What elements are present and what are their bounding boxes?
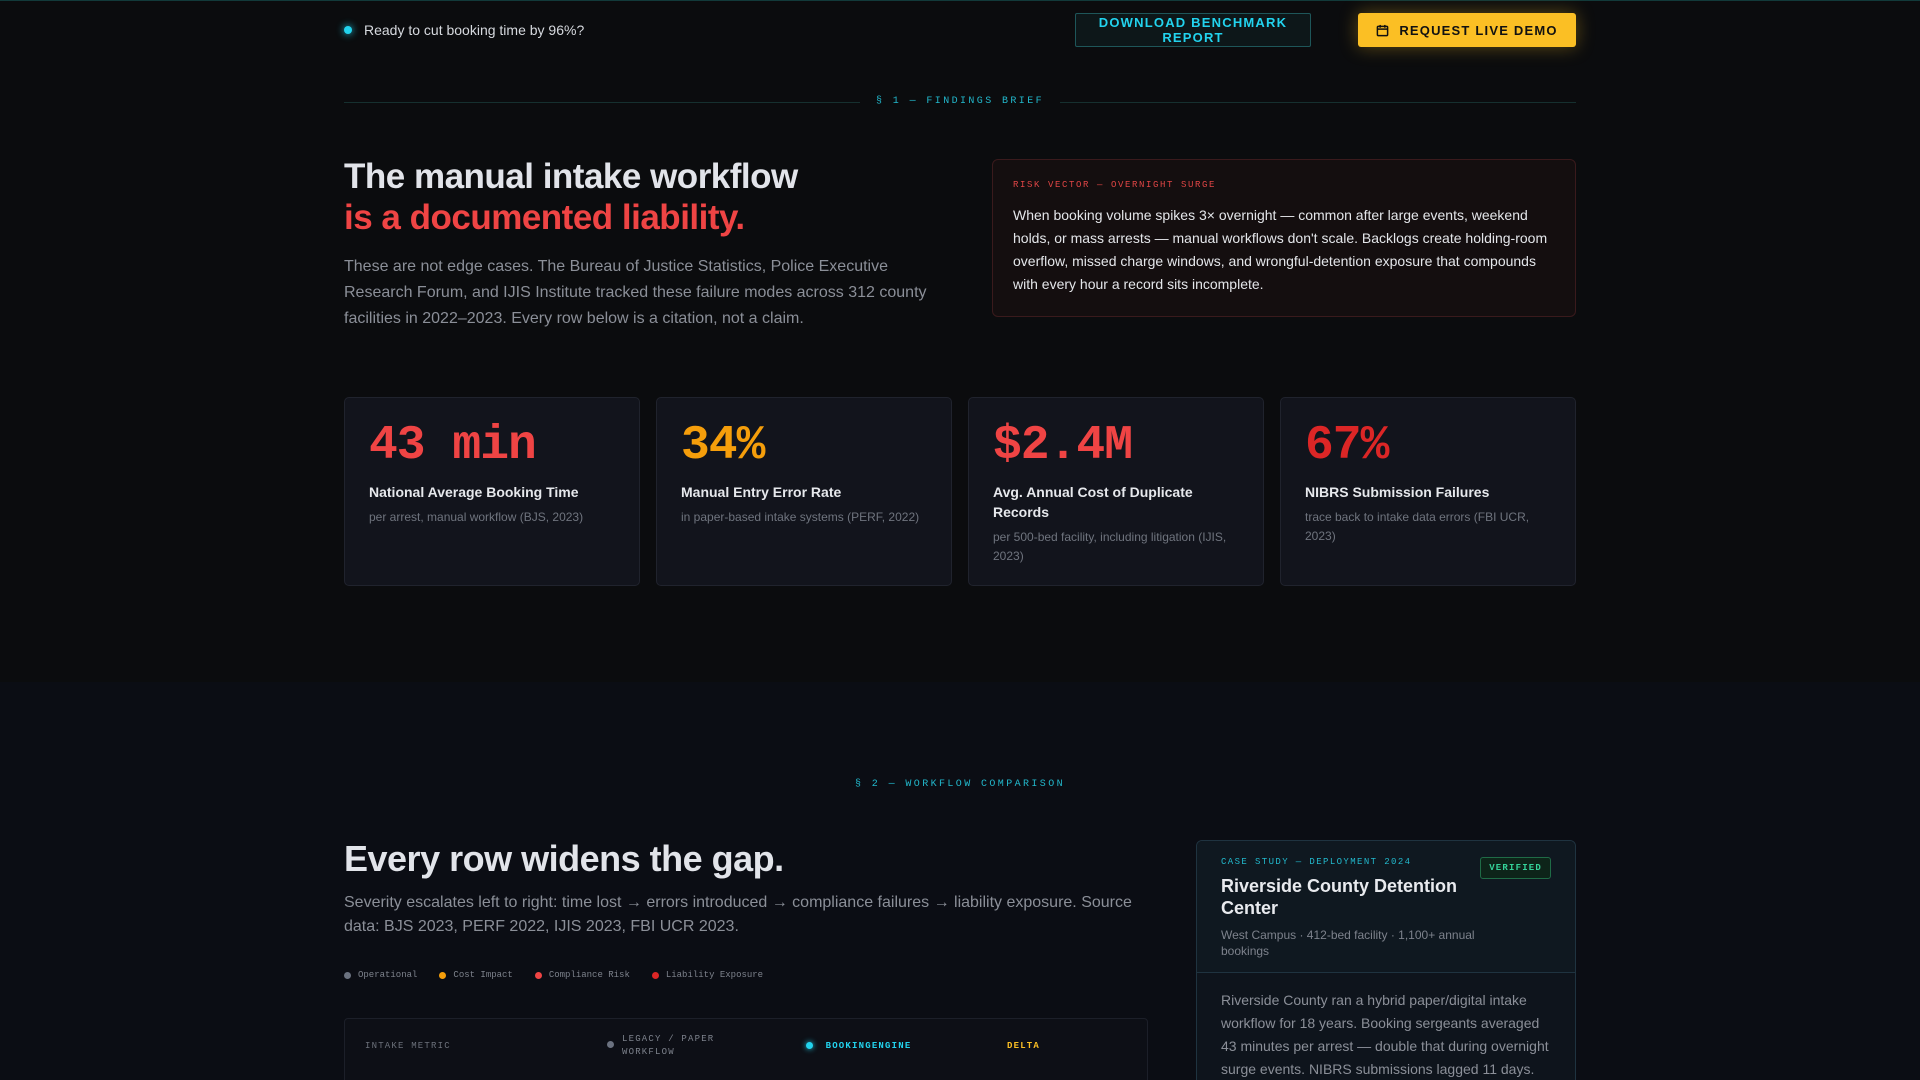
stat-card: $2.4M Avg. Annual Cost of Duplicate Reco…: [968, 397, 1264, 586]
legacy-header-line-2: WORKFLOW: [622, 1047, 675, 1057]
stat-note: per arrest, manual workflow (BJS, 2023): [369, 510, 584, 524]
comparison-table: INTAKE METRIC LEGACY / PAPER WORKFLOW BO…: [344, 1018, 1148, 1080]
stat-card: 34% Manual Entry Error Rate in paper-bas…: [656, 397, 952, 586]
engine-dot-icon: [806, 1042, 813, 1050]
risk-vector-text: When booking volume spikes 3× overnight …: [1013, 207, 1548, 292]
engine-header-label: BOOKINGENGINE: [825, 1041, 912, 1051]
stat-note: trace back to intake data errors (FBI UC…: [1305, 510, 1530, 543]
header-bookingengine: BOOKINGENGINE: [806, 1040, 911, 1053]
case-study-header: CASE STUDY — DEPLOYMENT 2024 Riverside C…: [1197, 841, 1575, 973]
stat-note: in paper-based intake systems (PERF, 202…: [681, 510, 920, 524]
case-study-subtitle: West Campus · 412-bed facility · 1,100+ …: [1221, 928, 1475, 958]
legend-label: Operational: [358, 970, 418, 980]
stat-title: Manual Entry Error Rate: [681, 484, 842, 500]
risk-vector-card: RISK VECTOR — OVERNIGHT SURGE When booki…: [992, 159, 1576, 317]
case-study-card: CASE STUDY — DEPLOYMENT 2024 Riverside C…: [1196, 840, 1576, 1080]
ready-text: Ready to cut booking time by 96%?: [364, 22, 585, 38]
comparison-section-label: § 2 — WORKFLOW COMPARISON: [854, 779, 1066, 790]
legend-dot-icon: [534, 971, 542, 979]
case-study-title: Riverside County Detention Center: [1221, 876, 1458, 918]
legend-item: Liability Exposure: [651, 970, 764, 980]
status-dot-icon: [344, 26, 352, 34]
legend-dot-icon: [344, 971, 351, 979]
header-delta: DELTA: [1007, 1041, 1041, 1051]
stat-card: 43 min National Average Booking Time per…: [344, 397, 640, 586]
comparison-lead: Severity escalates left to right: time l…: [344, 894, 1132, 935]
stat-value: 67%: [1305, 419, 1389, 473]
cta-bar: Ready to cut booking time by 96%? DOWNLO…: [344, 12, 1576, 48]
header-legacy-workflow: LEGACY / PAPER WORKFLOW: [607, 1033, 714, 1059]
stat-title: NIBRS Submission Failures: [1305, 484, 1490, 500]
legacy-header-line-1: LEGACY / PAPER: [622, 1034, 715, 1044]
top-accent-line: [0, 0, 1920, 1]
case-study-body: Riverside County ran a hybrid paper/digi…: [1221, 992, 1549, 1077]
workflow-comparison-section: [0, 682, 1920, 1080]
section-divider-left: [344, 102, 860, 103]
legend-dot-icon: [651, 971, 659, 979]
findings-headline: The manual intake workflow is a document…: [344, 156, 798, 238]
legend-item: Cost Impact: [439, 970, 513, 980]
legend-item: Operational: [344, 970, 417, 980]
stat-value: $2.4M: [993, 419, 1133, 473]
stat-value: 34%: [681, 419, 765, 473]
headline-line-2: is a documented liability.: [344, 198, 745, 237]
legend-label: Cost Impact: [453, 970, 513, 980]
stat-card: 67% NIBRS Submission Failures trace back…: [1280, 397, 1576, 586]
request-demo-button[interactable]: REQUEST LIVE DEMO: [1358, 13, 1576, 47]
legend-label: Compliance Risk: [548, 970, 630, 980]
verified-badge: VERIFIED: [1480, 857, 1551, 879]
stat-value: 43 min: [369, 419, 537, 473]
legend-item: Compliance Risk: [534, 970, 630, 980]
findings-section-label: § 1 — FINDINGS BRIEF: [875, 96, 1045, 107]
stat-cards: 43 min National Average Booking Time per…: [344, 397, 1576, 586]
header-intake-metric: INTAKE METRIC: [365, 1041, 451, 1051]
stat-note: per 500-bed facility, including litigati…: [993, 530, 1227, 563]
request-demo-label: REQUEST LIVE DEMO: [1399, 22, 1558, 38]
legacy-dot-icon: [607, 1041, 614, 1048]
ready-message: Ready to cut booking time by 96%?: [344, 22, 584, 38]
severity-legend: Operational Cost Impact Compliance Risk …: [344, 970, 763, 980]
section-divider-right: [1060, 102, 1576, 103]
findings-lead: These are not edge cases. The Bureau of …: [344, 258, 927, 327]
comparison-headline: Every row widens the gap.: [344, 838, 784, 879]
stat-title: Avg. Annual Cost of Duplicate Records: [993, 484, 1193, 520]
legend-label: Liability Exposure: [665, 970, 764, 980]
stat-title: National Average Booking Time: [369, 484, 579, 500]
case-study-label: CASE STUDY — DEPLOYMENT 2024: [1221, 857, 1412, 867]
legend-dot-icon: [439, 971, 447, 979]
calendar-icon: [1376, 24, 1389, 36]
headline-line-1: The manual intake workflow: [344, 157, 798, 196]
download-benchmark-button[interactable]: DOWNLOAD BENCHMARK REPORT: [1075, 13, 1311, 47]
risk-vector-label: RISK VECTOR — OVERNIGHT SURGE: [1013, 180, 1217, 190]
